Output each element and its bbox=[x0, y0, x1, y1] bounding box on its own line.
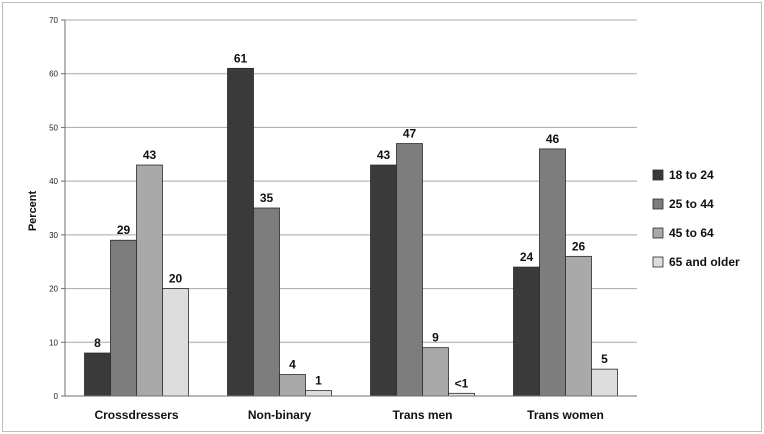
data-label: 29 bbox=[117, 223, 131, 237]
bar-crossdressers-65-and-older bbox=[162, 288, 189, 397]
bar-trans-men-45-to-64 bbox=[422, 347, 449, 397]
bar-crossdressers-45-to-64 bbox=[136, 164, 163, 397]
bar-non-binary-18-to-24 bbox=[227, 67, 254, 397]
bar-trans-women-25-to-44 bbox=[539, 148, 566, 397]
data-label: 8 bbox=[94, 336, 101, 350]
category-label: Trans women bbox=[527, 408, 604, 422]
bar-non-binary-65-and-older bbox=[305, 390, 332, 397]
legend-label: 45 to 64 bbox=[669, 226, 714, 240]
bar-trans-women-65-and-older bbox=[591, 368, 618, 397]
bars bbox=[84, 67, 618, 397]
bar-crossdressers-25-to-44 bbox=[110, 239, 137, 397]
y-tick-label: 0 bbox=[54, 392, 59, 401]
data-label: 5 bbox=[601, 352, 608, 366]
data-label: 20 bbox=[169, 272, 183, 286]
data-label: 26 bbox=[572, 239, 586, 253]
data-labels: 8 29 43 20 61 35 4 1 43 47 9 <1 24 46 26 5 bbox=[94, 51, 608, 390]
legend-swatch bbox=[652, 256, 664, 268]
bar-crossdressers-18-to-24 bbox=[84, 352, 111, 397]
category-label: Non-binary bbox=[248, 408, 312, 422]
data-label: 4 bbox=[289, 358, 296, 372]
bar-non-binary-45-to-64 bbox=[279, 374, 306, 397]
data-label: 43 bbox=[143, 148, 157, 162]
data-label: 46 bbox=[546, 132, 560, 146]
data-label: 43 bbox=[377, 148, 391, 162]
legend-swatch bbox=[652, 198, 664, 210]
legend-label: 25 to 44 bbox=[669, 197, 714, 211]
legend: 18 to 24 25 to 44 45 to 64 65 and older bbox=[652, 168, 740, 269]
y-tick-label: 20 bbox=[49, 285, 58, 294]
data-label: 24 bbox=[520, 250, 534, 264]
y-tick-label: 70 bbox=[49, 16, 58, 25]
y-axis-ticks: 0 10 20 30 40 50 60 70 bbox=[49, 16, 65, 401]
category-labels: Crossdressers Non-binary Trans men Trans wo… bbox=[94, 408, 603, 422]
category-label: Crossdressers bbox=[94, 408, 178, 422]
bar-non-binary-25-to-44 bbox=[253, 207, 280, 397]
y-tick-label: 50 bbox=[49, 123, 58, 132]
legend-swatch bbox=[652, 169, 664, 181]
legend-swatch bbox=[652, 227, 664, 239]
category-label: Trans men bbox=[392, 408, 452, 422]
bar-trans-men-18-to-24 bbox=[370, 164, 397, 397]
data-label: 61 bbox=[234, 51, 248, 65]
legend-label: 18 to 24 bbox=[669, 168, 714, 182]
bar-trans-women-18-to-24 bbox=[513, 266, 540, 397]
y-axis-label: Percent bbox=[27, 190, 39, 231]
y-tick-label: 40 bbox=[49, 177, 58, 186]
bar-trans-women-45-to-64 bbox=[565, 255, 592, 397]
bar-trans-men-25-to-44 bbox=[396, 143, 423, 397]
y-tick-label: 10 bbox=[49, 338, 58, 347]
legend-label: 65 and older bbox=[669, 255, 740, 269]
y-tick-label: 30 bbox=[49, 231, 58, 240]
y-tick-label: 60 bbox=[49, 70, 58, 79]
data-label: 47 bbox=[403, 127, 417, 141]
data-label: 35 bbox=[260, 191, 274, 205]
bar-chart: 0 10 20 30 40 50 60 70 Percent 8 29 43 20 61 35 4 1 43 4… bbox=[27, 16, 740, 422]
data-label: 1 bbox=[315, 374, 322, 388]
data-label: <1 bbox=[455, 376, 469, 390]
data-label: 9 bbox=[432, 331, 439, 345]
